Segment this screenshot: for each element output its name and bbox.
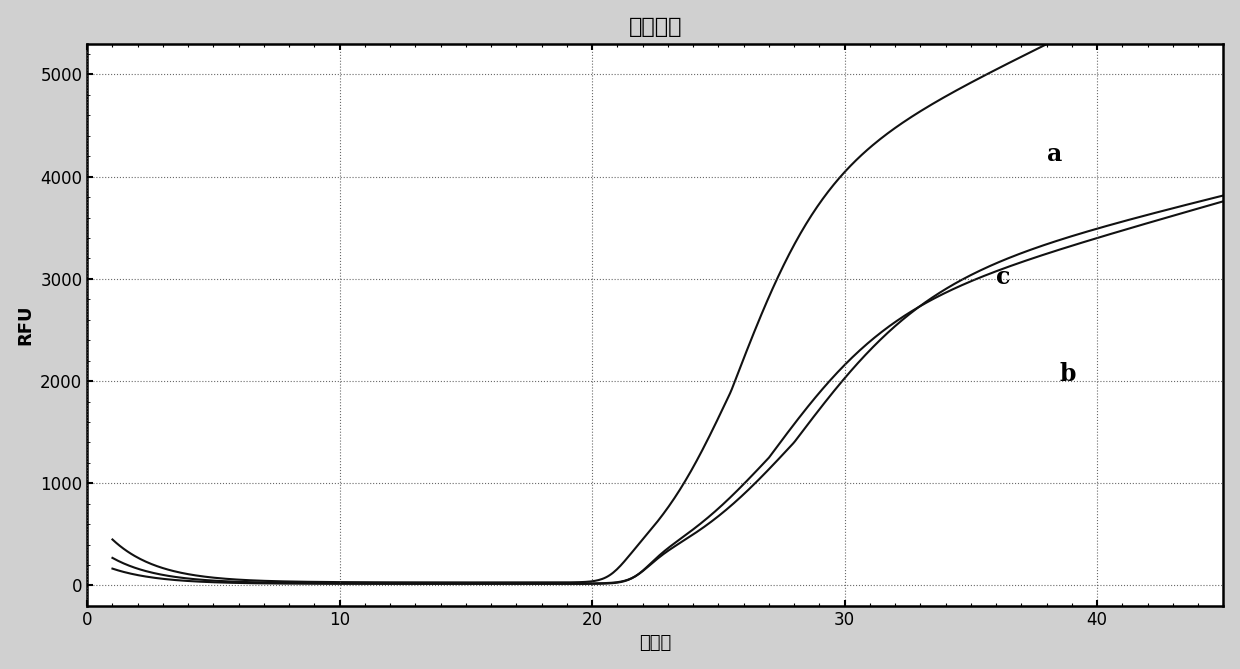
Text: b: b <box>1059 362 1076 386</box>
X-axis label: 循环数: 循环数 <box>639 634 671 652</box>
Title: 扩增曲线: 扩增曲线 <box>629 17 682 37</box>
Y-axis label: RFU: RFU <box>16 304 35 345</box>
Text: a: a <box>1047 142 1061 167</box>
Text: c: c <box>996 265 1011 289</box>
